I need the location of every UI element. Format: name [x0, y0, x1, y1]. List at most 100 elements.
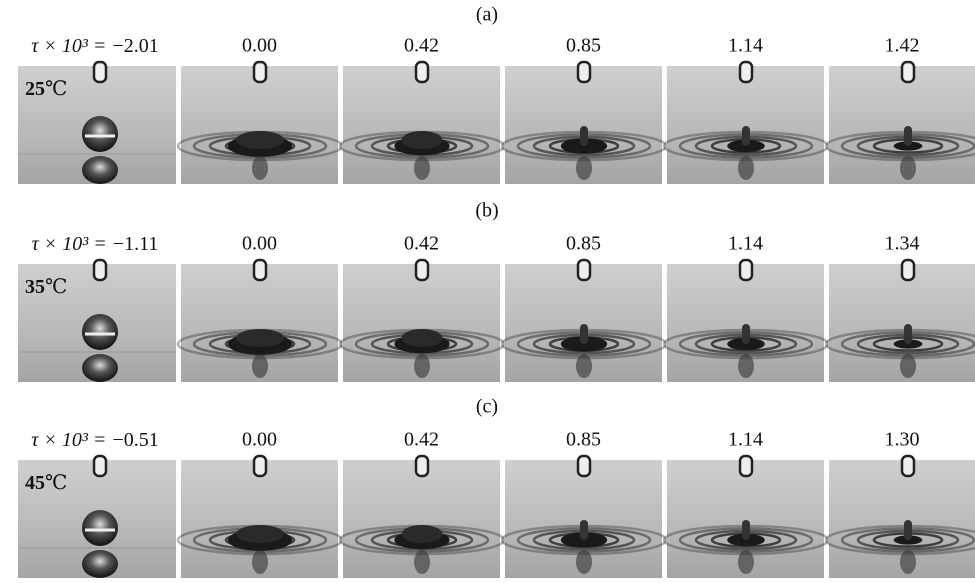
nozzle — [902, 62, 914, 82]
splash — [402, 131, 443, 149]
time-label: 1.30 — [885, 429, 920, 451]
nozzle — [94, 260, 106, 280]
jet — [580, 520, 588, 540]
nozzle — [254, 62, 266, 82]
panel-label: (c) — [476, 396, 498, 418]
nozzle — [578, 62, 590, 82]
time-label: τ × 10³ = −1.11 — [32, 233, 159, 255]
photo-panel — [502, 62, 666, 184]
temperature-label: 35℃ — [25, 276, 67, 298]
tau-label: τ × 10³ = — [32, 233, 107, 255]
reflection — [738, 156, 754, 180]
panel-label: (a) — [476, 4, 498, 26]
photo-panel — [340, 456, 504, 578]
photo-panel — [826, 260, 975, 382]
reflection — [576, 354, 592, 378]
splash — [402, 329, 443, 347]
droplet — [82, 510, 118, 546]
splash — [402, 525, 443, 543]
nozzle — [254, 456, 266, 476]
time-value: −1.11 — [113, 233, 159, 255]
reflection — [576, 156, 592, 180]
time-label: 0.85 — [566, 429, 601, 451]
splash — [236, 329, 284, 347]
photo-panel — [502, 260, 666, 382]
temperature-unit: ℃ — [45, 472, 67, 494]
figure: (a)τ × 10³ =−2.0125℃0.000.420.851.141.42… — [0, 0, 975, 583]
temperature-value: 35 — [25, 276, 45, 298]
splash — [236, 525, 284, 543]
reflection — [252, 156, 268, 180]
photo-panel — [340, 260, 504, 382]
reflection — [900, 550, 916, 574]
jet — [904, 520, 912, 540]
time-label: 1.34 — [885, 233, 920, 255]
time-label: 1.42 — [885, 35, 920, 57]
jet — [742, 324, 750, 344]
jet — [580, 324, 588, 344]
time-label: 1.14 — [728, 429, 763, 451]
time-label: 0.42 — [404, 429, 439, 451]
time-label: 0.00 — [242, 233, 277, 255]
time-label: 0.00 — [242, 429, 277, 451]
jet — [904, 324, 912, 344]
time-label: 0.85 — [566, 35, 601, 57]
splash — [236, 131, 284, 149]
time-label: τ × 10³ = −0.51 — [31, 429, 158, 451]
jet — [742, 126, 750, 146]
jet — [580, 126, 588, 146]
reflection — [576, 550, 592, 574]
nozzle — [416, 62, 428, 82]
temperature-value: 25 — [25, 78, 45, 100]
temperature-label: 25℃ — [25, 78, 67, 100]
photo-panel — [826, 456, 975, 578]
nozzle — [578, 260, 590, 280]
time-label: 1.14 — [728, 233, 763, 255]
photo-panel — [664, 260, 828, 382]
nozzle — [254, 260, 266, 280]
time-label: 0.85 — [566, 233, 601, 255]
nozzle — [416, 456, 428, 476]
reflection — [900, 354, 916, 378]
nozzle — [94, 62, 106, 82]
temperature-label: 45℃ — [25, 472, 67, 494]
reflection — [414, 156, 430, 180]
jet — [742, 520, 750, 540]
photo-panel — [178, 456, 342, 578]
temperature-unit: ℃ — [45, 78, 67, 100]
reflection — [414, 354, 430, 378]
reflection — [82, 354, 118, 382]
reflection — [414, 550, 430, 574]
nozzle — [94, 456, 106, 476]
reflection — [82, 156, 118, 184]
time-label: τ × 10³ =−2.01 — [31, 35, 158, 57]
photo-panel — [340, 62, 504, 184]
reflection — [82, 550, 118, 578]
time-value: −2.01 — [112, 35, 158, 57]
nozzle — [740, 260, 752, 280]
photo-panel — [502, 456, 666, 578]
reflection — [738, 550, 754, 574]
nozzle — [740, 62, 752, 82]
nozzle — [578, 456, 590, 476]
temperature-unit: ℃ — [45, 276, 67, 298]
droplet — [82, 314, 118, 350]
reflection — [252, 550, 268, 574]
tau-label: τ × 10³ = — [31, 429, 106, 451]
photo-panel — [826, 62, 975, 184]
time-label: 0.42 — [404, 233, 439, 255]
photo-panel — [664, 62, 828, 184]
droplet — [82, 116, 118, 152]
reflection — [738, 354, 754, 378]
jet — [904, 126, 912, 146]
photo-panel — [178, 62, 342, 184]
reflection — [900, 156, 916, 180]
time-label: 0.42 — [404, 35, 439, 57]
photo-panel — [178, 260, 342, 382]
nozzle — [902, 260, 914, 280]
time-value: −0.51 — [112, 429, 158, 451]
nozzle — [902, 456, 914, 476]
panel-label: (b) — [475, 200, 498, 222]
time-label: 0.00 — [242, 35, 277, 57]
nozzle — [416, 260, 428, 280]
